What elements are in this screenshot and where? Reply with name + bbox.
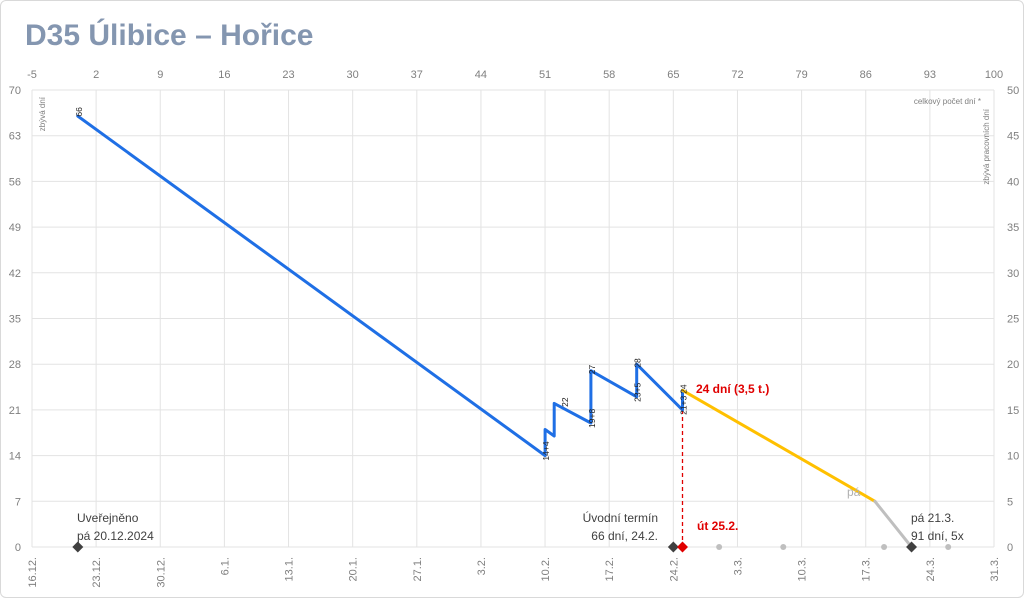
bottom-axis-date-label: 20.1.: [348, 557, 360, 581]
top-axis-tick-label: 86: [860, 69, 872, 81]
remaining-days-label: 24 dní (3,5 t.): [696, 382, 769, 396]
left-axis-tick-label: 21: [9, 405, 21, 417]
left-axis-tick-label: 42: [9, 268, 21, 280]
right-axis-tick-label: 40: [1007, 176, 1019, 188]
left-axis-tick-label: 49: [9, 222, 21, 234]
left-axis-tick-label: 28: [9, 359, 21, 371]
bottom-axis-date-label: 10.3.: [797, 557, 809, 581]
published-label: Uveřejněno: [77, 511, 139, 525]
top-axis-tick-label: 58: [603, 69, 615, 81]
circle-marker: [780, 544, 787, 550]
bottom-axis-date-label: 23.12.: [91, 557, 103, 588]
right-axis-caption: zbývá pracovních dní: [982, 108, 991, 184]
left-axis-tick-label: 0: [15, 542, 21, 554]
right-axis-tick-label: 5: [1007, 496, 1013, 508]
chart-title: D35 Úlibice – Hořice: [25, 19, 314, 52]
diamond-marker: [906, 541, 918, 553]
diamond-marker: [72, 541, 84, 553]
left-axis-tick-label: 7: [15, 496, 21, 508]
point-value-label: 21+3: [678, 395, 688, 414]
point-value-label: 23+5: [633, 382, 643, 401]
right-axis-tick-label: 30: [1007, 268, 1019, 280]
series-line-1: [76, 114, 684, 458]
bottom-axis-date-label: 24.2.: [668, 557, 680, 581]
left-axis-tick-label: 63: [9, 131, 21, 143]
top-axis-tick-label: 23: [282, 69, 294, 81]
bottom-axis-date-label: 3.2.: [476, 557, 488, 575]
top-axis-tick-label: 2: [93, 69, 99, 81]
top-axis-tick-label: 9: [157, 69, 163, 81]
initial-term-label: Úvodní termín: [583, 510, 658, 525]
bottom-axis-date-label: 30.12.: [155, 557, 167, 588]
right-axis-tick-label: 20: [1007, 359, 1019, 371]
bottom-axis-date-label: 10.2.: [540, 557, 552, 581]
initial-term-detail: 66 dní, 24.2.: [591, 529, 658, 543]
right-axis-tick-label: 35: [1007, 222, 1019, 234]
point-value-label: 28: [633, 358, 643, 368]
right-axis-tick-label: 15: [1007, 405, 1019, 417]
friday-label: pá: [847, 485, 861, 499]
bottom-axis-date-label: 6.1.: [219, 557, 231, 575]
circle-marker: [945, 544, 952, 550]
right-axis-tick-label: 45: [1007, 131, 1019, 143]
left-axis-tick-label: 70: [9, 85, 21, 97]
bottom-axis-date-label: 17.2.: [604, 557, 616, 581]
bottom-axis-date-label: 17.3.: [861, 557, 873, 581]
published-date: pá 20.12.2024: [77, 529, 154, 543]
bottom-axis-date-label: 31.3.: [989, 557, 1001, 581]
top-axis-tick-label: 44: [475, 69, 487, 81]
point-value-label: 27: [587, 364, 597, 374]
bottom-axis-date-label: 13.1.: [284, 557, 296, 581]
top-axis-tick-label: 65: [667, 69, 679, 81]
diamond-marker: [667, 541, 679, 553]
bottom-axis-date-label: 3.3.: [732, 557, 744, 575]
bottom-axis-date-label: 16.12.: [27, 557, 39, 588]
end-date-detail: 91 dní, 5x: [911, 529, 964, 543]
bottom-axis-date-label: 24.3.: [925, 557, 937, 581]
right-axis-tick-label: 50: [1007, 85, 1019, 97]
top-axis-tick-label: -5: [27, 69, 37, 81]
diamond-marker: [676, 541, 688, 553]
left-axis-tick-label: 56: [9, 176, 21, 188]
top-axis-tick-label: 79: [795, 69, 807, 81]
left-axis-tick-label: 14: [9, 451, 21, 463]
top-axis-tick-label: 72: [731, 69, 743, 81]
right-axis-tick-label: 10: [1007, 451, 1019, 463]
end-date-label: pá 21.3.: [911, 511, 954, 525]
right-axis-top-caption: celkový počet dní *: [914, 97, 981, 106]
left-axis-caption: zbývá dní: [38, 96, 47, 131]
right-axis-tick-label: 25: [1007, 314, 1019, 326]
top-axis-tick-label: 30: [347, 69, 359, 81]
right-axis-tick-label: 0: [1007, 542, 1013, 554]
point-value-label: 14+4: [541, 441, 551, 460]
series-line-3: [873, 499, 913, 549]
top-axis-tick-label: 51: [539, 69, 551, 81]
top-axis-tick-label: 93: [924, 69, 936, 81]
point-value-label: 22: [560, 397, 570, 407]
point-value-label: 66: [74, 107, 84, 117]
current-date-label: út 25.2.: [697, 519, 738, 533]
series-line-2: [681, 388, 877, 503]
top-axis-tick-label: 37: [411, 69, 423, 81]
bottom-axis-date-label: 27.1.: [412, 557, 424, 581]
left-axis-tick-label: 35: [9, 314, 21, 326]
circle-marker: [716, 544, 723, 550]
circle-marker: [881, 544, 888, 550]
point-value-label: 19+8: [587, 409, 597, 428]
top-axis-tick-label: 16: [218, 69, 230, 81]
top-axis-tick-label: 100: [985, 69, 1003, 81]
point-value-label: 24: [678, 384, 688, 394]
